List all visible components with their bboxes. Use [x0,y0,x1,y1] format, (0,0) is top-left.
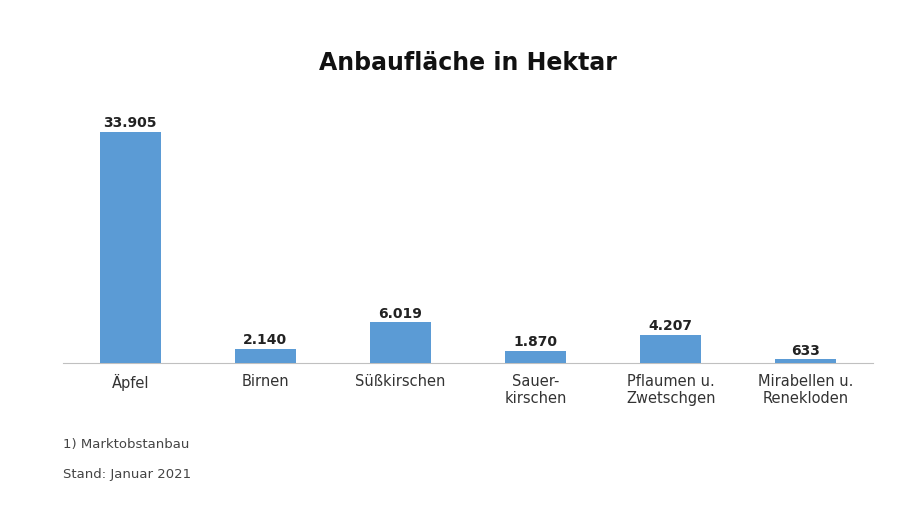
Text: 633: 633 [791,343,820,357]
Text: 1.870: 1.870 [514,334,558,348]
Bar [370,323,431,364]
Title: Anbaufläche in Hektar: Anbaufläche in Hektar [320,51,616,75]
Bar [100,132,160,364]
Bar [235,349,296,364]
Text: 1) Marktobstanbau: 1) Marktobstanbau [63,437,189,450]
Bar [505,351,566,364]
Text: Stand: Januar 2021: Stand: Januar 2021 [63,467,191,480]
Text: 33.905: 33.905 [104,116,157,130]
Text: 4.207: 4.207 [649,319,693,332]
Text: 6.019: 6.019 [379,306,422,320]
Bar [640,335,701,364]
Bar [776,359,836,364]
Text: 2.140: 2.140 [243,333,287,346]
